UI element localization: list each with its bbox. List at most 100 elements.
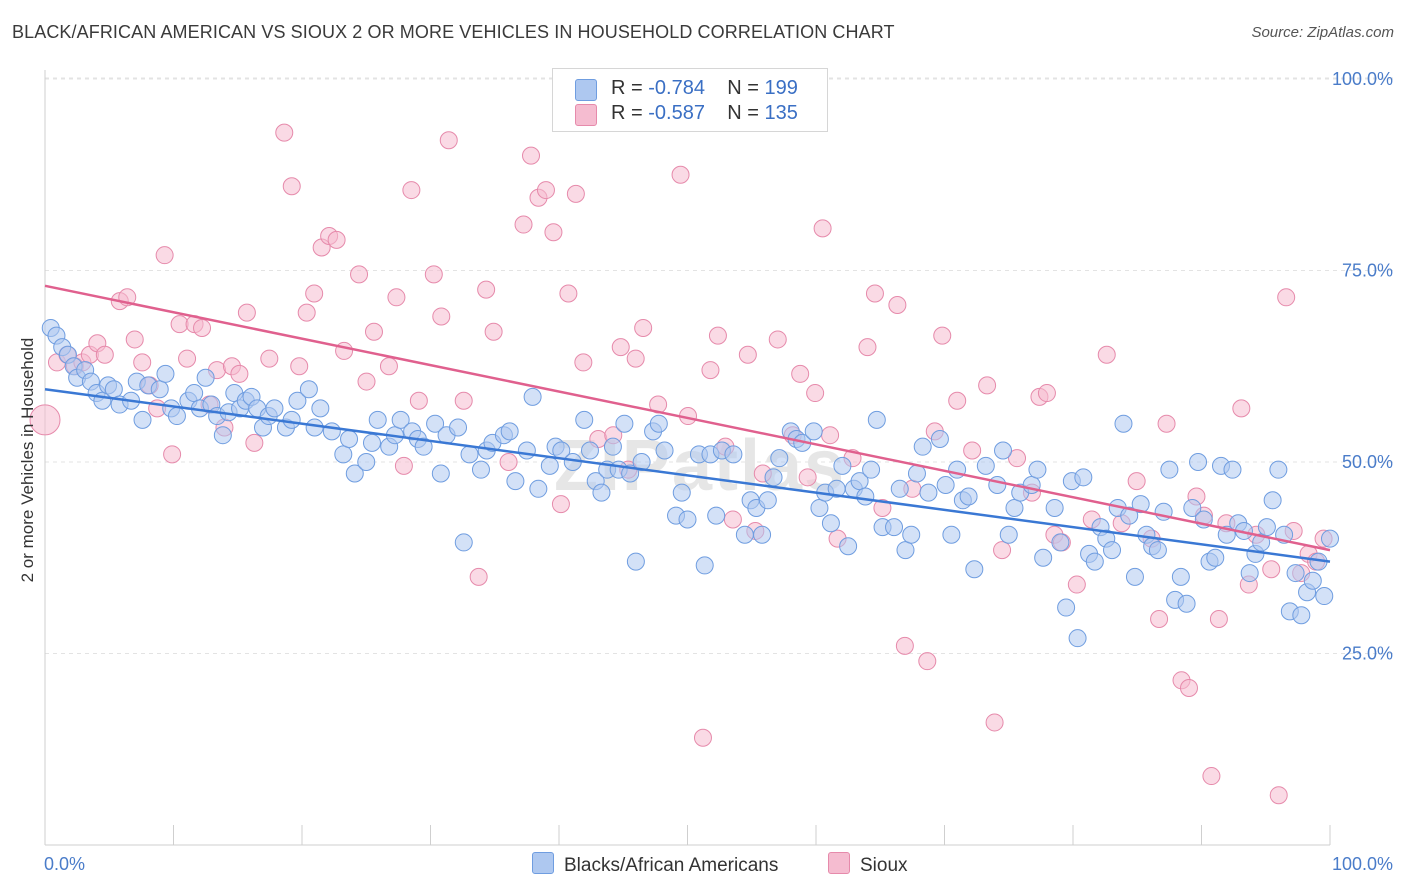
- blacks-point: [529, 479, 548, 498]
- blacks-point: [862, 460, 881, 479]
- grid-lines: [45, 77, 1394, 654]
- blacks-point: [431, 464, 450, 483]
- sioux-point: [768, 330, 787, 349]
- sioux-point: [993, 541, 1012, 560]
- sioux-point: [350, 265, 369, 284]
- sioux-point: [1232, 399, 1251, 418]
- blacks-point: [426, 414, 445, 433]
- sioux-point: [230, 364, 249, 383]
- blacks-point: [1028, 460, 1047, 479]
- blacks-point: [758, 491, 777, 510]
- blacks-point: [1005, 498, 1024, 517]
- sioux-point: [178, 349, 197, 368]
- blacks-point: [1177, 594, 1196, 613]
- legend-r-label: R =: [611, 102, 643, 124]
- sioux-point: [978, 376, 997, 395]
- sioux-point: [163, 445, 182, 464]
- blacks-point: [1160, 460, 1179, 479]
- blacks-point: [649, 414, 668, 433]
- chart-title: BLACK/AFRICAN AMERICAN VS SIOUX 2 OR MOR…: [12, 22, 895, 42]
- blacks-point: [460, 445, 479, 464]
- sioux-point: [514, 215, 533, 234]
- blacks-point: [288, 391, 307, 410]
- sioux-point: [237, 303, 256, 322]
- blacks-point: [1045, 498, 1064, 517]
- source-label: Source: ZipAtlas.com: [1251, 24, 1394, 41]
- sioux-point: [813, 219, 832, 238]
- sioux-point: [477, 280, 496, 299]
- sioux-point: [275, 123, 294, 142]
- blacks-point: [603, 437, 622, 456]
- blacks-point: [839, 537, 858, 556]
- bottom-legend-sioux[interactable]: Sioux: [828, 852, 908, 877]
- legend-n-label: N =: [727, 102, 759, 124]
- blacks-point: [655, 441, 674, 460]
- blacks-point: [764, 468, 783, 487]
- blacks-point: [672, 483, 691, 502]
- sioux-point: [193, 318, 212, 337]
- legend-r-label: R =: [611, 77, 643, 99]
- blacks-point: [1223, 460, 1242, 479]
- blacks-point: [885, 518, 904, 537]
- sioux-point: [671, 165, 690, 184]
- blacks-point: [821, 514, 840, 533]
- blacks-point: [1171, 567, 1190, 586]
- sioux-point: [873, 498, 892, 517]
- legend-n-label: N =: [727, 77, 759, 99]
- blacks-point: [580, 441, 599, 460]
- y-axis-label: 2 or more Vehicles in Household: [18, 338, 37, 583]
- blacks-point: [265, 399, 284, 418]
- sioux-point: [708, 326, 727, 345]
- sioux-point: [551, 495, 570, 514]
- bottom-legend-blacks[interactable]: Blacks/African Americans: [532, 852, 778, 877]
- blacks-point: [133, 410, 152, 429]
- blacks-point: [167, 407, 186, 426]
- blacks-point: [322, 422, 341, 441]
- sioux-point: [1262, 560, 1281, 579]
- sioux-point: [985, 713, 1004, 732]
- sioux-point: [738, 345, 757, 364]
- blacks-point: [1240, 564, 1259, 583]
- tick-labels: 25.0% 50.0% 75.0% 100.0% 0.0% 100.0%: [44, 69, 1393, 874]
- blacks-point: [1148, 541, 1167, 560]
- blacks-point: [678, 510, 697, 529]
- x-tick-label: 100.0%: [1332, 854, 1393, 874]
- sioux-point: [1037, 384, 1056, 403]
- sioux-point: [1269, 786, 1288, 805]
- blacks-point: [770, 449, 789, 468]
- sioux-point: [245, 433, 264, 452]
- y-tick-label: 75.0%: [1342, 261, 1393, 281]
- blacks-point: [156, 364, 175, 383]
- legend-n-value: 199: [764, 77, 798, 99]
- blacks-point: [592, 483, 611, 502]
- axes: [44, 70, 1331, 846]
- sioux-point: [522, 146, 541, 165]
- blacks-point: [896, 541, 915, 560]
- sioux-point: [948, 391, 967, 410]
- sioux-point: [305, 284, 324, 303]
- blacks-point: [804, 422, 823, 441]
- blacks-point: [104, 380, 123, 399]
- blacks-point: [707, 506, 726, 525]
- blacks-point: [449, 418, 468, 437]
- sioux-point: [1202, 767, 1221, 786]
- legend-swatch-sioux: [575, 104, 597, 126]
- sioux-point: [327, 230, 346, 249]
- blacks-point: [1103, 541, 1122, 560]
- sioux-point: [1150, 610, 1169, 629]
- blacks-point: [362, 433, 381, 452]
- sioux-point: [499, 453, 518, 471]
- blacks-point: [213, 426, 232, 445]
- y-tick-label: 100.0%: [1332, 69, 1393, 89]
- sioux-point: [394, 456, 413, 475]
- sioux-point: [701, 361, 720, 380]
- blacks-point: [506, 472, 525, 491]
- sioux-trend-line: [44, 284, 1331, 552]
- sioux-point: [1008, 449, 1027, 468]
- sioux-point: [634, 318, 653, 337]
- blacks-point: [810, 498, 829, 517]
- blacks-point: [1125, 567, 1144, 586]
- sioux-point: [888, 295, 907, 314]
- blacks-point: [357, 453, 376, 471]
